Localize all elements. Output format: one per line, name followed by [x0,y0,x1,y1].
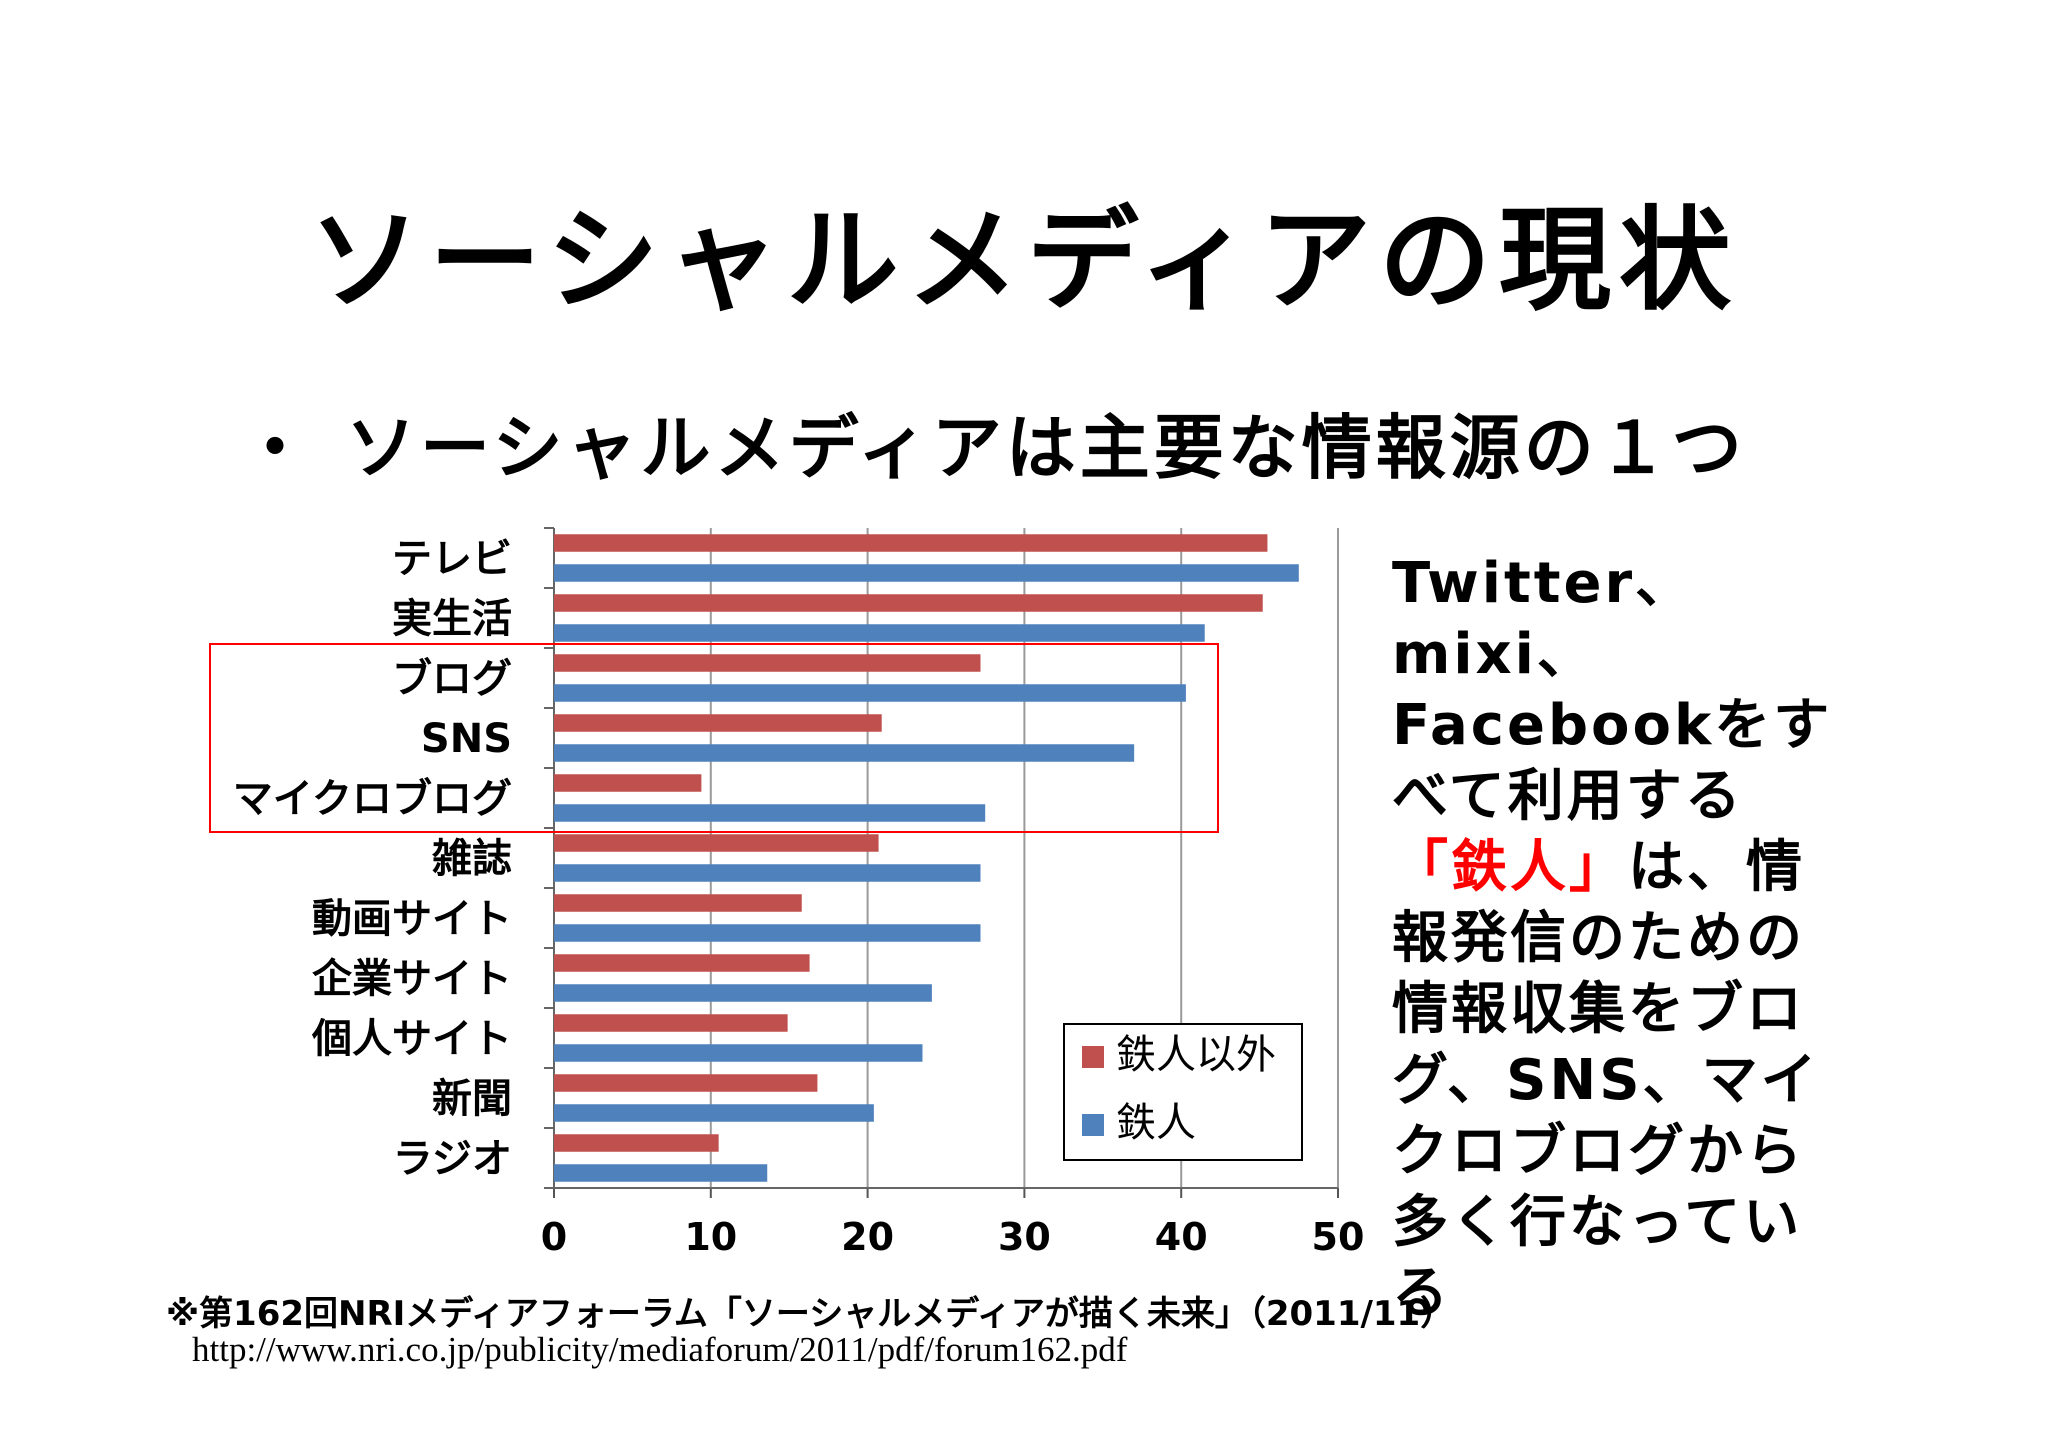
bullet-text: ソーシャルメディアは主要な情報源の１つ [346,407,1746,489]
bar-鉄人以外-新聞 [554,1074,818,1092]
category-label: 個人サイト [311,1016,512,1062]
bar-鉄人-テレビ [554,564,1299,582]
bar-鉄人-実生活 [554,624,1205,642]
category-label: ブログ [392,656,512,702]
x-tick-label: 0 [541,1215,567,1259]
x-tick-label: 30 [998,1215,1051,1259]
bullet-mark: ・ [240,407,314,489]
bar-鉄人以外-動画サイト [554,894,802,912]
category-label: 実生活 [392,596,512,642]
category-label: 雑誌 [431,836,512,882]
x-tick-label: 40 [1155,1215,1208,1259]
bar-鉄人-ブログ [554,684,1186,702]
x-tick-label: 10 [684,1215,737,1259]
slide-title: ソーシャルメディアの現状 [309,196,1739,326]
category-label: 動画サイト [312,896,512,942]
source-url: http://www.nri.co.jp/publicity/mediaforu… [192,1330,1128,1369]
bar-鉄人以外-ラジオ [554,1134,719,1152]
x-tick-label: 20 [841,1215,894,1259]
bar-鉄人以外-テレビ [554,534,1268,552]
bullet-row: ・ソーシャルメディアは主要な情報源の１つ [240,392,1746,493]
x-tick-label: 50 [1312,1215,1365,1259]
bar-鉄人-個人サイト [554,1044,923,1062]
side-note-text-2: は、情報発信のための情報収集をブログ、SNS、マイクロブログから多く行なっている [1392,835,1820,1326]
side-note-highlight: 「鉄人」 [1392,835,1628,900]
bar-鉄人-雑誌 [554,864,981,882]
bar-鉄人以外-ブログ [554,654,981,672]
bar-鉄人-ラジオ [554,1164,768,1182]
legend-label: 鉄人以外 [1116,1032,1276,1078]
legend-swatch-鉄人 [1082,1114,1104,1136]
category-label: マイクロブログ [233,776,512,822]
bar-鉄人-企業サイト [554,984,932,1002]
bar-鉄人以外-マイクロブログ [554,774,702,792]
highlight-box [209,643,1219,833]
side-note: Twitter、mixi、Facebookをすべて利用する「鉄人」は、情報発信の… [1392,548,1852,1329]
source-note: ※第162回NRIメディアフォーラム「ソーシャルメディアが描く未来」（2011/… [166,1294,1455,1334]
category-label: ラジオ [393,1136,512,1182]
bar-鉄人以外-SNS [554,714,882,732]
bar-鉄人-マイクロブログ [554,804,986,822]
bar-鉄人-新聞 [554,1104,874,1122]
category-label: 企業サイト [312,956,512,1002]
category-label: 新聞 [432,1076,512,1122]
category-label: テレビ [392,536,512,582]
bar-鉄人-SNS [554,744,1135,762]
bar-鉄人以外-実生活 [554,594,1263,612]
legend-label: 鉄人 [1116,1100,1196,1146]
bar-鉄人以外-企業サイト [554,954,810,972]
bar-鉄人以外-個人サイト [554,1014,788,1032]
side-note-text-1: Twitter、mixi、Facebookをすべて利用する [1392,551,1833,829]
bar-鉄人以外-雑誌 [554,834,879,852]
category-label: SNS [421,716,512,762]
legend-swatch-鉄人以外 [1082,1046,1104,1068]
bar-鉄人-動画サイト [554,924,981,942]
